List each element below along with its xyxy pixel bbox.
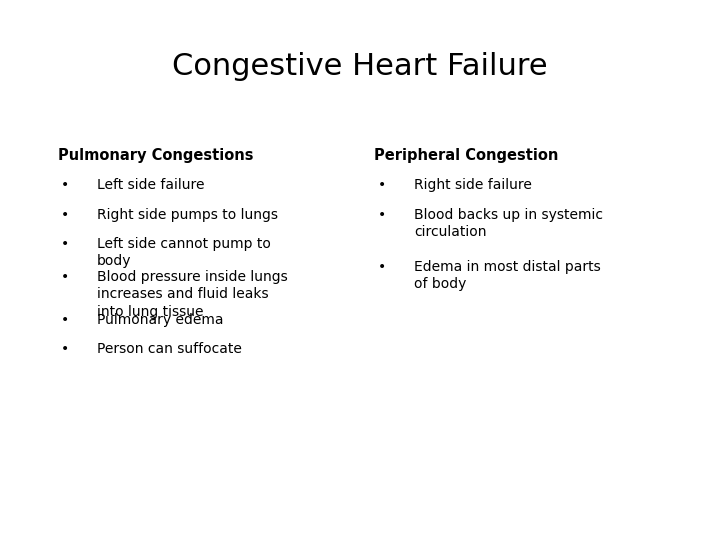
Text: Person can suffocate: Person can suffocate <box>97 342 242 356</box>
Text: •: • <box>378 260 386 274</box>
Text: •: • <box>61 270 69 284</box>
Text: •: • <box>378 208 386 222</box>
Text: •: • <box>61 342 69 356</box>
Text: •: • <box>61 237 69 251</box>
Text: Left side failure: Left side failure <box>97 178 204 192</box>
Text: Pulmonary Congestions: Pulmonary Congestions <box>58 148 253 163</box>
Text: Edema in most distal parts
of body: Edema in most distal parts of body <box>414 260 600 291</box>
Text: Pulmonary edema: Pulmonary edema <box>97 313 224 327</box>
Text: Left side cannot pump to
body: Left side cannot pump to body <box>97 237 271 268</box>
Text: Blood backs up in systemic
circulation: Blood backs up in systemic circulation <box>414 208 603 239</box>
Text: Right side pumps to lungs: Right side pumps to lungs <box>97 208 278 222</box>
Text: •: • <box>378 178 386 192</box>
Text: Blood pressure inside lungs
increases and fluid leaks
into lung tissue: Blood pressure inside lungs increases an… <box>97 270 288 319</box>
Text: Congestive Heart Failure: Congestive Heart Failure <box>172 52 548 81</box>
Text: Peripheral Congestion: Peripheral Congestion <box>374 148 559 163</box>
Text: •: • <box>61 178 69 192</box>
Text: •: • <box>61 313 69 327</box>
Text: •: • <box>61 208 69 222</box>
Text: Right side failure: Right side failure <box>414 178 532 192</box>
